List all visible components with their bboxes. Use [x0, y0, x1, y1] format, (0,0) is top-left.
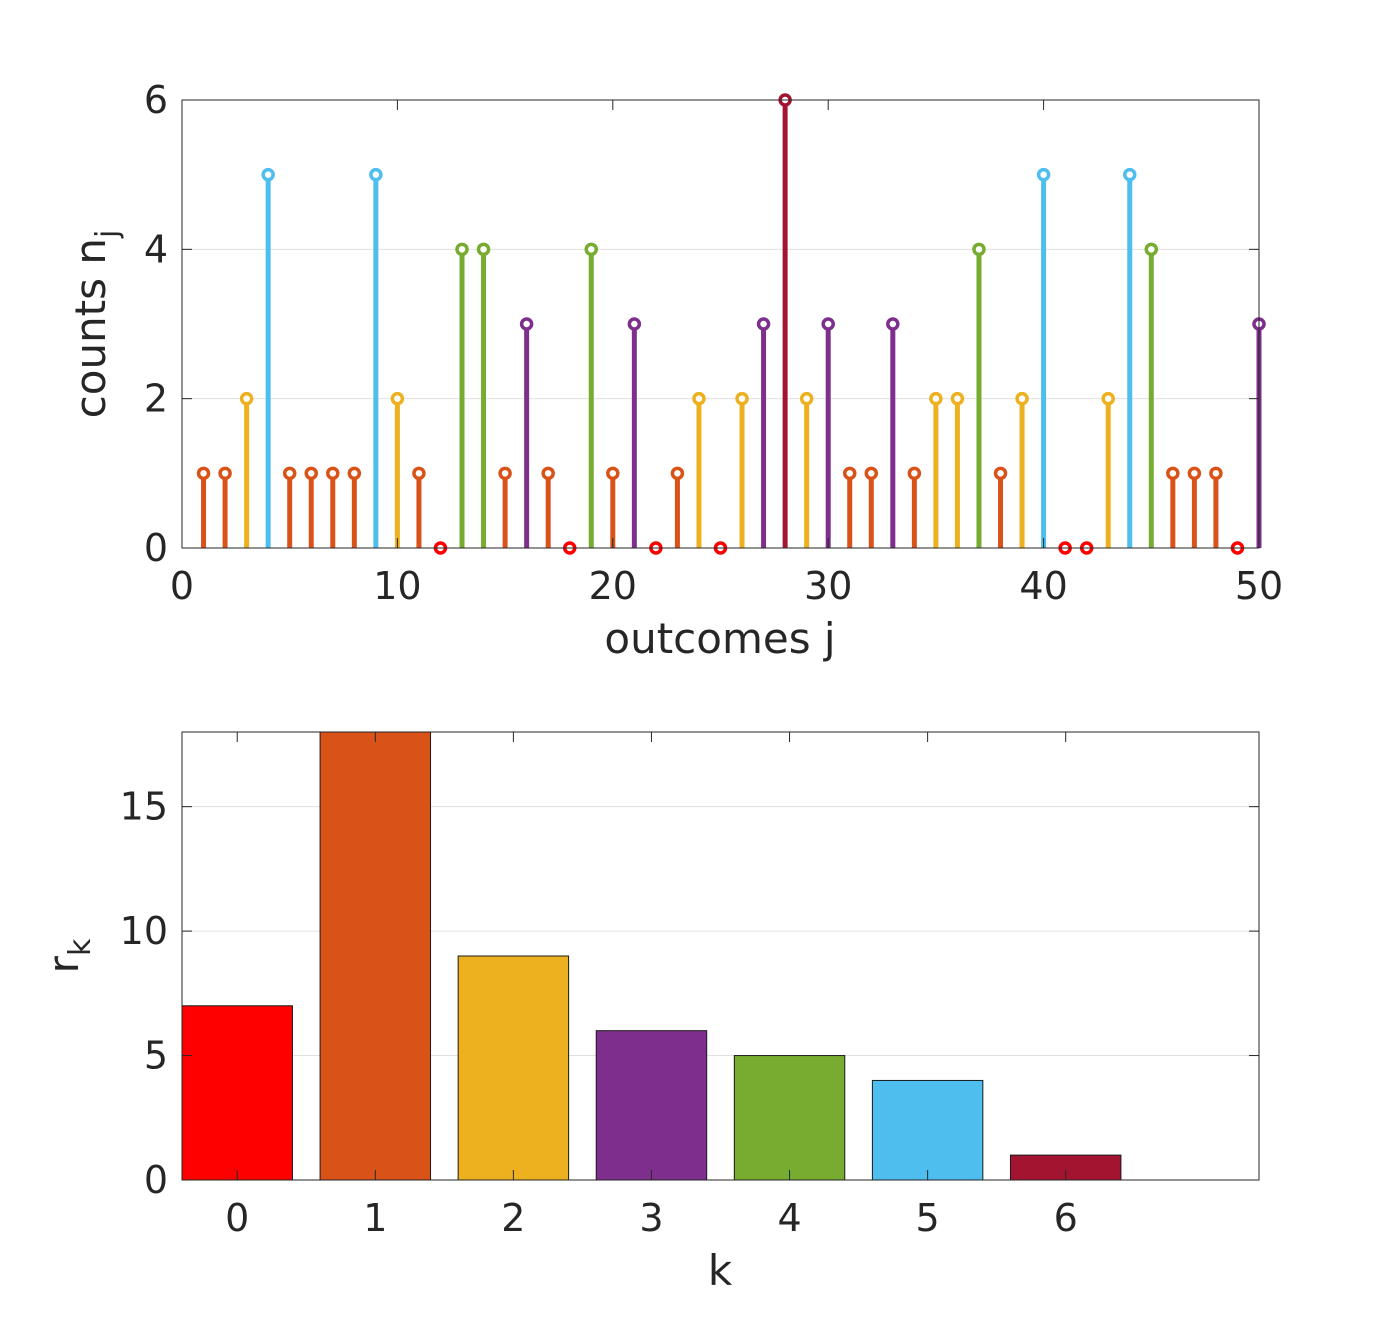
- stem-marker: [455, 242, 469, 257]
- stem-marker: [1015, 391, 1029, 406]
- stem-marker: [1166, 466, 1180, 481]
- stem-y-axis-label-subscript: j: [90, 230, 125, 239]
- stem-marker: [950, 391, 965, 406]
- bar-x-tick-labels: 0 1 2 3 4 5 6: [225, 1196, 1078, 1240]
- bar-x-tick-label: 6: [1054, 1196, 1078, 1240]
- stem-marker: [519, 317, 534, 331]
- bar-y-axis-label-group: rk: [39, 938, 98, 973]
- stem-x-tick-label: 20: [589, 564, 637, 608]
- stem-x-tick-label: 10: [373, 564, 421, 608]
- stem-marker: [606, 466, 620, 481]
- stem-marker: [929, 391, 943, 406]
- bar-axes-box: [181, 731, 1260, 1181]
- bar: [733, 1055, 846, 1181]
- stem-marker: [735, 391, 749, 406]
- stem-x-tick-label: 50: [1235, 564, 1283, 608]
- bar: [595, 1030, 708, 1181]
- bar-series: [181, 731, 1122, 1181]
- stem-marker: [1101, 391, 1115, 406]
- bar-y-axis-label: r: [39, 955, 88, 973]
- stem-gridlines: [182, 248, 1259, 400]
- stem-marker: [476, 242, 491, 257]
- stem-plot-area: [182, 100, 1259, 548]
- stem-marker: [498, 466, 512, 481]
- stem-marker: [886, 317, 900, 331]
- bar-x-tick-label: 3: [639, 1196, 663, 1240]
- stem-marker: [304, 466, 318, 481]
- bar-y-tick-label: 5: [144, 1034, 168, 1078]
- bar: [457, 955, 570, 1181]
- stem-marker: [282, 466, 297, 481]
- stem-y-tick-label: 0: [144, 526, 168, 570]
- stem-marker: [239, 391, 254, 406]
- stem-marker: [864, 466, 879, 481]
- stem-y-axis-label-group: counts nj: [66, 230, 125, 419]
- bar: [181, 1005, 293, 1181]
- stem-y-axis-label: counts n: [66, 238, 115, 418]
- bar-x-tick-label: 5: [916, 1196, 940, 1240]
- stem-y-tick-label: 4: [144, 227, 168, 271]
- stem-marker: [1209, 466, 1223, 481]
- stem-marker: [907, 466, 922, 481]
- stem-marker: [347, 466, 362, 481]
- stem-marker: [1187, 466, 1202, 481]
- stem-marker: [842, 466, 857, 481]
- stem-y-tick-label: 6: [144, 78, 168, 122]
- svg-text:counts nj: counts nj: [66, 230, 125, 419]
- stem-marker: [196, 466, 211, 481]
- stem-marker: [627, 317, 642, 331]
- stem-marker: [584, 242, 599, 257]
- stem-y-tick-labels: 0 2 4 6: [144, 78, 168, 570]
- bar: [871, 1079, 984, 1181]
- stem-marker: [756, 317, 771, 331]
- stem-marker: [821, 317, 835, 331]
- stem-marker: [1144, 242, 1159, 257]
- stem-marker: [799, 391, 814, 406]
- stem-marker: [1036, 167, 1051, 182]
- bar-y-tick-labels: 0 5 10 15: [120, 785, 168, 1202]
- stem-series: [196, 93, 1266, 555]
- stem-marker: [692, 391, 706, 406]
- stem-x-tick-label: 0: [170, 564, 194, 608]
- bar: [319, 731, 432, 1181]
- bar-x-tick-label: 2: [501, 1196, 525, 1240]
- stem-marker: [541, 466, 555, 481]
- stem-marker: [972, 242, 986, 257]
- bar-tick-marks: [182, 732, 1259, 1181]
- stem-marker: [261, 167, 275, 182]
- stem-x-tick-label: 30: [804, 564, 852, 608]
- stem-marker: [390, 391, 405, 406]
- bar-y-tick-label: 0: [144, 1158, 168, 1202]
- bar-y-tick-label: 15: [120, 785, 168, 829]
- stem-x-tick-label: 40: [1019, 564, 1067, 608]
- bar-x-axis-label: k: [708, 1246, 733, 1295]
- stem-marker: [670, 466, 685, 481]
- stem-marker: [993, 466, 1008, 481]
- bar-y-tick-label: 10: [120, 909, 168, 953]
- stem-marker: [218, 466, 232, 481]
- stem-marker: [1123, 167, 1137, 182]
- stem-axes-box: [181, 99, 1260, 549]
- bar-x-tick-label: 1: [363, 1196, 387, 1240]
- stem-x-axis-label: outcomes j: [604, 614, 835, 663]
- stem-tick-marks: [181, 99, 1260, 549]
- stem-y-tick-label: 2: [144, 377, 168, 421]
- stem-chart-panel: 0 10 20 30 40 50 0 2 4 6 outcomes j counts nj: [66, 78, 1283, 663]
- svg-text:rk: rk: [39, 938, 98, 973]
- bar-x-tick-label: 0: [225, 1196, 249, 1240]
- stem-marker: [369, 167, 383, 182]
- stem-marker: [412, 466, 426, 481]
- stem-x-tick-labels: 0 10 20 30 40 50: [170, 564, 1283, 608]
- bar-y-axis-label-subscript: k: [63, 938, 98, 956]
- bar-x-tick-label: 4: [777, 1196, 801, 1240]
- stem-marker: [326, 466, 340, 481]
